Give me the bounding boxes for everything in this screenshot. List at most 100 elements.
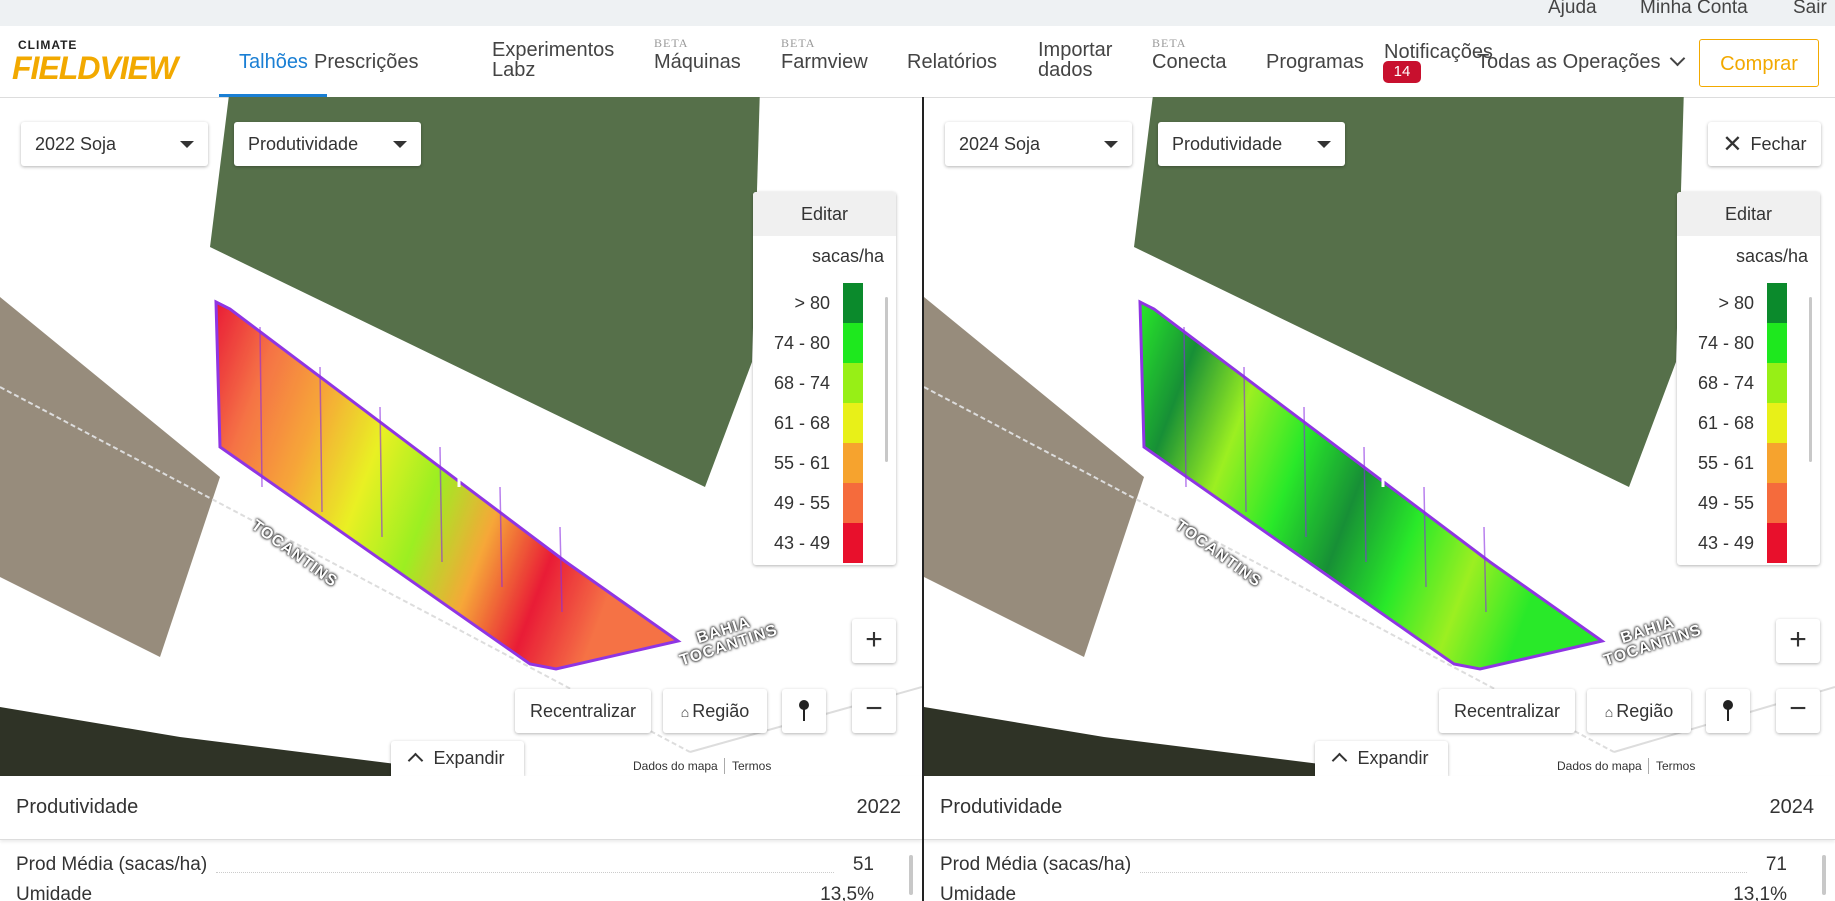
expand-tab[interactable]: Expandir [1315,741,1448,776]
summary-scrollbar [1822,855,1826,895]
recenter-button[interactable]: Recentralizar [1439,689,1575,733]
nav-label: Talhões [239,51,308,73]
top-link[interactable]: Minha Conta [1640,0,1748,18]
expand-label: Expandir [433,748,505,768]
dropdown-label: Produtividade [1172,134,1283,154]
dropdown-label: 2024 Soja [959,134,1041,154]
nav-item[interactable]: Importar dados [1038,40,1168,80]
region-label: Região [692,701,750,721]
legend-swatch [843,443,863,483]
dropdown[interactable]: 2022 Soja [21,122,208,166]
beta-tag: BETA [654,36,689,50]
yield-field [1138,299,1606,671]
legend-swatch [1767,483,1787,523]
close-button[interactable]: ✕ Fechar [1708,122,1821,166]
dropdown[interactable]: 2024 Soja [945,122,1132,166]
operations-select[interactable]: Todas as Operações [1477,50,1686,73]
field-stripe [319,366,323,513]
attribution[interactable]: Termos [1650,758,1702,774]
row-leader [1140,872,1747,873]
legend-label: 61 - 68 [773,413,830,433]
expand-chevron [1332,752,1348,769]
expand-tab[interactable]: Expandir [391,741,524,776]
expand-label: Expandir [1357,748,1429,768]
field-stripe [559,526,563,613]
row-label: Umidade [940,880,1023,901]
notifications[interactable]: Notificações [1384,41,1493,63]
operations-label: Todas as Operações [1477,51,1661,73]
top-link[interactable]: Sair [1793,0,1827,18]
summary-row: Umidade 13,5% [16,880,874,901]
field-stripe [1423,486,1427,588]
top-link[interactable]: Ajuda [1548,0,1597,18]
legend: Editar sacas/ha > 80 74 - 80 68 - 74 61 - 68 5… [1677,192,1820,565]
forest-strip [0,707,519,776]
green-field [210,97,760,487]
field-stripe [379,406,383,538]
nav-item[interactable]: Relatórios [907,42,997,72]
chevron [1670,50,1686,67]
nav-label: Máquinas [654,51,741,73]
attribution[interactable]: Dados do mapa [627,758,725,774]
buy-button[interactable]: Comprar [1699,39,1819,87]
legend-label: 74 - 80 [1697,333,1754,353]
zoom-out[interactable]: − [852,689,896,733]
legend-swatch [1767,523,1787,563]
legend-label: 49 - 55 [773,493,830,513]
dropdown-caret [1317,141,1331,148]
nav-label: Conecta [1152,51,1227,73]
nav-item[interactable]: Prescrições [314,42,418,72]
legend-edit[interactable]: Editar [1677,192,1820,236]
dropdown-caret [1104,141,1118,148]
legend-label: 61 - 68 [1697,413,1754,433]
summary-year: 2022 [856,796,902,818]
zoom-out[interactable]: − [1776,689,1820,733]
legend-swatch [843,403,863,443]
legend-edit[interactable]: Editar [753,192,896,236]
map-panel: TOCANTINS BAHIA TOCANTINS 2024 Soja Produtiv… [924,97,1835,901]
dropdown[interactable]: Produtividade [234,122,421,166]
pin-button[interactable] [1706,689,1750,733]
nav-label: Importar dados [1038,39,1113,81]
field-stripe [439,446,443,563]
nav-item[interactable]: BETA Máquinas [654,36,741,73]
expand-chevron [408,752,424,769]
field-stripe [1243,366,1247,513]
region-label: Região [1616,701,1674,721]
field-stripe [499,486,503,588]
summary-year: 2024 [1769,796,1815,818]
recenter-button[interactable]: Recentralizar [515,689,651,733]
close-icon: ✕ [1722,131,1743,158]
legend-swatch [1767,323,1787,363]
region-button[interactable]: ⌂ Região [1587,689,1691,733]
attribution[interactable]: Termos [726,758,778,774]
notification-badge: 14 [1383,61,1421,83]
logo-small: CLIMATE [18,38,78,52]
zoom-in[interactable]: + [1776,619,1820,663]
nav-item[interactable]: Programas [1266,42,1364,72]
attribution[interactable]: Dados do mapa [1551,758,1649,774]
row-value: 13,5% [814,880,874,901]
dropdown-caret [180,141,194,148]
dropdown[interactable]: Produtividade [1158,122,1345,166]
map-imagery [0,97,922,776]
logo[interactable]: CLIMATE FIELDVIEW [12,38,202,86]
legend-label: > 80 [794,293,830,313]
field-stripe [1363,446,1367,563]
region-button[interactable]: ⌂ Região [663,689,767,733]
region-icon: ⌂ [680,704,690,720]
pin-button[interactable] [782,689,826,733]
nav-label: Programas [1266,51,1364,73]
nav-item[interactable]: Talhões [239,42,308,72]
pin-head [1723,700,1733,710]
divider [922,97,924,901]
zoom-in[interactable]: + [852,619,896,663]
nav-item[interactable]: BETA Farmview [781,36,868,72]
region-icon: ⌂ [1604,704,1614,720]
logo-big: FIELDVIEW [12,50,178,86]
nav-item[interactable]: BETA Conecta [1152,36,1227,73]
nav-item[interactable]: Experimentos Labz [492,40,622,80]
pin-stem [803,709,805,721]
legend-label: 74 - 80 [773,333,830,353]
